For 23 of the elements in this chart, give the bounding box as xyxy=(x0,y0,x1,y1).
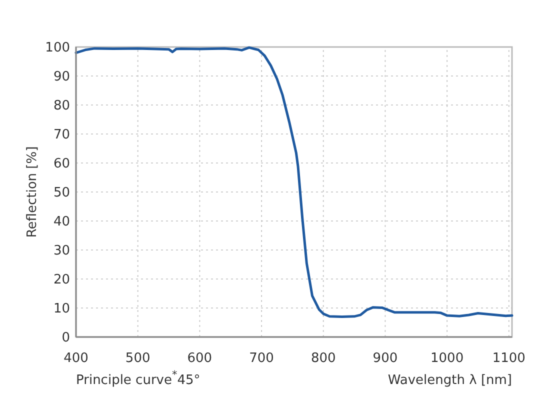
x-tick-label: 900 xyxy=(372,351,398,366)
y-tick-label: 10 xyxy=(53,302,70,317)
x-tick-label: 800 xyxy=(310,351,336,366)
y-tick-label: 70 xyxy=(53,128,70,143)
x-tick-label: 700 xyxy=(249,351,274,366)
y-tick-label: 100 xyxy=(45,40,70,56)
y-tick-label: 40 xyxy=(53,214,70,230)
x-axis-title: Wavelength λ [nm] xyxy=(388,373,512,388)
y-tick-label: 80 xyxy=(53,98,70,114)
x-tick-label: 500 xyxy=(125,351,150,366)
y-tick-label: 20 xyxy=(53,272,70,288)
y-tick-label: 90 xyxy=(53,70,70,85)
x-tick-label: 400 xyxy=(64,351,88,366)
y-axis-title: Reflection [%] xyxy=(25,146,40,238)
y-tick-label: 30 xyxy=(53,244,70,259)
y-tick-label: 50 xyxy=(53,186,70,201)
text: Principle curve$^{*}$45° xyxy=(76,369,200,388)
line-series xyxy=(74,46,514,318)
x-tick-label: 600 xyxy=(187,351,212,366)
y-tick-label: 0 xyxy=(62,330,70,346)
x-tick-label: 1100 xyxy=(492,351,526,366)
y-tick-label: 60 xyxy=(53,156,70,172)
x-tick-label: 1000 xyxy=(430,351,464,366)
